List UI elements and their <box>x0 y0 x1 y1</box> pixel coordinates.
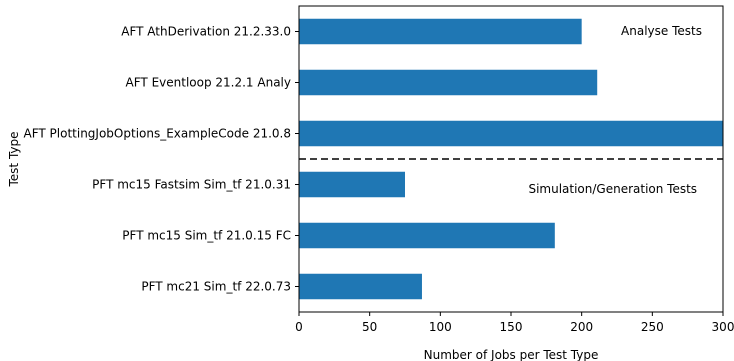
annotation-simulation-generation-tests: Simulation/Generation Tests <box>528 182 697 196</box>
bars-group <box>299 18 723 300</box>
bar <box>299 171 405 198</box>
y-tick-label: AFT AthDerivation 21.2.33.0 <box>121 25 291 39</box>
y-axis-label: Test Type <box>7 131 21 187</box>
y-tick-label: PFT mc15 Fastsim Sim_tf 21.0.31 <box>92 178 291 192</box>
x-tick-label: 250 <box>641 320 664 334</box>
x-axis-label: Number of Jobs per Test Type <box>424 348 599 361</box>
bar <box>299 222 555 249</box>
bar <box>299 273 422 300</box>
annotation-analyse-tests: Analyse Tests <box>621 24 702 38</box>
x-tick-label: 300 <box>712 320 734 334</box>
bar <box>299 120 723 147</box>
x-tick-label: 0 <box>295 320 303 334</box>
x-tick-label: 200 <box>570 320 593 334</box>
y-axis-ticks: AFT AthDerivation 21.2.33.0 AFT Eventloop… <box>24 25 299 294</box>
y-tick-label: AFT Eventloop 21.2.1 Analy <box>126 76 291 90</box>
x-tick-label: 100 <box>429 320 452 334</box>
y-tick-label: PFT mc21 Sim_tf 22.0.73 <box>141 280 291 294</box>
x-tick-label: 150 <box>500 320 523 334</box>
x-tick-label: 50 <box>362 320 377 334</box>
bar <box>299 18 582 45</box>
x-axis-ticks: 0 50 100 150 200 250 300 <box>295 312 734 334</box>
bar <box>299 69 598 96</box>
y-tick-label: AFT PlottingJobOptions_ExampleCode 21.0.… <box>24 127 292 141</box>
y-tick-label: PFT mc15 Sim_tf 21.0.15 FC <box>122 229 291 243</box>
